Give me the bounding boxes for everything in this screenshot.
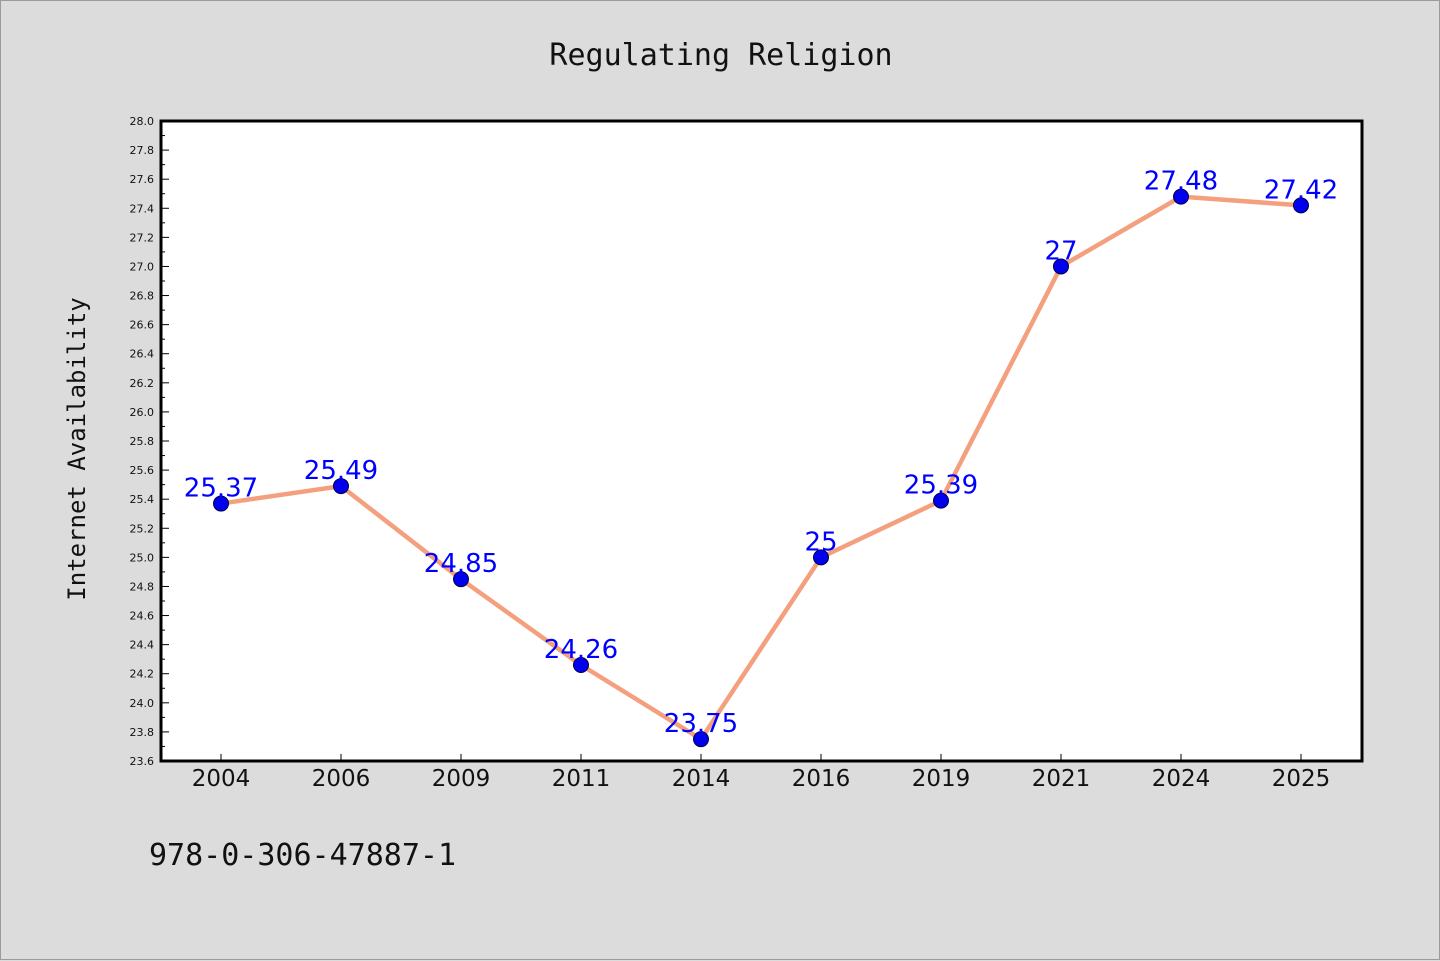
data-label: 25.37 (184, 474, 258, 504)
data-point-marker (1053, 258, 1069, 275)
x-tick-label: 2025 (1272, 766, 1331, 792)
y-tick-label: 27.8 (130, 144, 155, 157)
series-line (218, 194, 1304, 742)
y-axis-label: Internet Availability (63, 297, 91, 600)
y-tick-label: 24.8 (130, 580, 155, 593)
x-tick-label: 2019 (912, 766, 971, 792)
data-point-marker (1293, 197, 1309, 214)
data-label-layer: 25.37 25.49 24.85 24.26 23.75 25 25.39 27 27.48 2… (184, 167, 1338, 740)
y-axis-ticks: 23.6 23.8 24.0 24.2 24.4 24.6 24.8 25.0 25.2 25.4… (130, 115, 169, 768)
x-tick-label: 2014 (672, 766, 731, 792)
data-point-marker (933, 492, 949, 509)
data-label: 27.48 (1144, 167, 1218, 197)
data-point-marker (693, 731, 709, 748)
data-label: 24.26 (544, 635, 618, 665)
y-tick-label: 24.6 (130, 610, 155, 623)
data-label: 25 (804, 527, 837, 557)
data-point-marker (573, 657, 589, 673)
y-tick-label: 23.8 (130, 726, 155, 739)
data-point-marker (333, 478, 349, 495)
y-tick-label: 25.2 (130, 522, 155, 535)
y-tick-label: 26.0 (130, 406, 155, 419)
plot-area (159, 119, 1364, 763)
x-tick-label: 2024 (1152, 766, 1211, 792)
x-tick-label: 2011 (552, 766, 611, 792)
y-tick-label: 25.6 (130, 464, 155, 477)
y-tick-label: 26.2 (130, 377, 155, 390)
data-label: 25.49 (304, 456, 378, 486)
y-tick-label: 26.8 (130, 290, 155, 303)
y-tick-label: 27.0 (130, 260, 155, 273)
y-tick-label: 28.0 (130, 115, 155, 128)
x-tick-label: 2021 (1032, 766, 1091, 792)
data-label: 24.85 (424, 549, 498, 579)
x-tick-label: 2006 (312, 766, 371, 792)
x-axis-ticks: 2004 2006 2009 2011 2014 2016 2019 2021 2024 2025 (192, 754, 1331, 792)
data-label: 27.42 (1264, 175, 1338, 205)
y-tick-label: 26.4 (130, 348, 155, 361)
y-tick-label: 25.8 (130, 435, 155, 448)
x-tick-label: 2016 (792, 766, 851, 792)
y-tick-label: 24.2 (130, 668, 155, 681)
y-tick-label: 26.6 (130, 319, 155, 332)
y-tick-label: 27.2 (130, 231, 155, 244)
y-tick-label: 24.4 (130, 639, 155, 652)
y-tick-label: 27.4 (130, 202, 155, 215)
isbn-footer: 978-0-306-47887-1 (149, 838, 456, 873)
data-point-marker (453, 571, 469, 588)
y-tick-label: 25.0 (130, 551, 155, 564)
y-tick-label: 27.6 (130, 173, 155, 186)
x-tick-label: 2004 (192, 766, 251, 792)
data-point-marker (1173, 188, 1189, 205)
y-tick-label: 25.4 (130, 493, 155, 506)
data-label: 25.39 (904, 471, 978, 501)
data-point-marker (213, 495, 229, 512)
chart-title: Regulating Religion (549, 38, 892, 73)
x-tick-label: 2009 (432, 766, 491, 792)
y-tick-label: 24.0 (130, 697, 155, 710)
series-layer (213, 188, 1309, 748)
y-tick-label: 23.6 (130, 755, 155, 768)
data-point-marker (813, 549, 829, 566)
data-label: 27 (1044, 236, 1077, 266)
data-label: 23.75 (664, 709, 738, 739)
